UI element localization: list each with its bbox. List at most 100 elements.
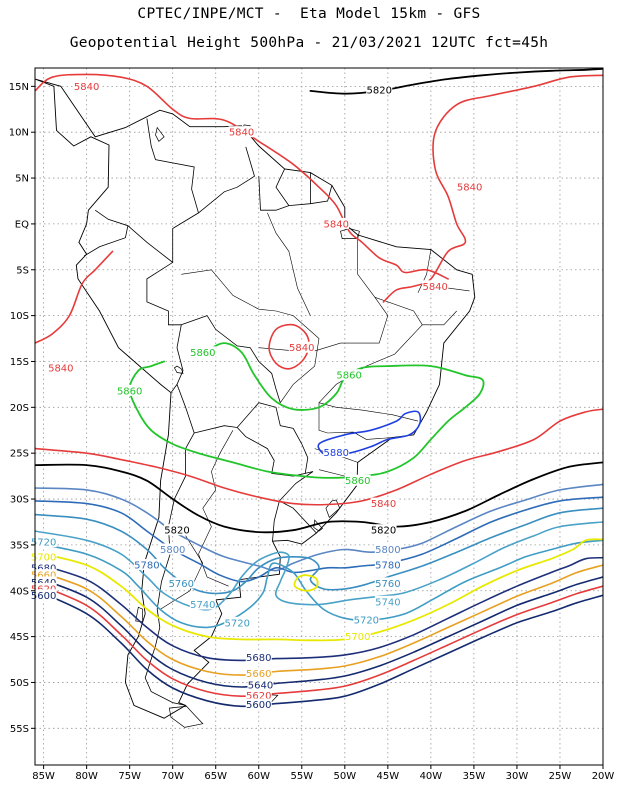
lon-tick-label: 70W (161, 771, 184, 782)
contour-5680 (35, 556, 603, 662)
lat-tick-label: 45S (10, 632, 29, 643)
contour-label-bg (30, 536, 57, 548)
lon-tick-label: 85W (32, 771, 55, 782)
state-border (181, 269, 320, 403)
contour-label-bg (374, 559, 401, 571)
contour-5780 (35, 496, 603, 583)
contour-label-bg (374, 577, 401, 589)
lon-tick-label: 25W (549, 771, 572, 782)
contour-label: 5760 (169, 579, 194, 590)
contour-label-bg (247, 679, 274, 691)
contour-label: 5640 (248, 681, 273, 692)
contour-label-bg (30, 561, 57, 573)
contour-label-bg (133, 559, 160, 571)
chart-title: CPTEC/INPE/MCT - Eta Model 15km - GFS (137, 6, 481, 22)
country-border (198, 146, 255, 214)
contour-label: 5840 (48, 363, 73, 374)
contour-label-bg (159, 543, 186, 555)
country-border (275, 168, 290, 206)
lat-tick-label: 10N (9, 128, 29, 139)
contour-label-bg (422, 280, 449, 292)
contour-5840 (35, 250, 114, 344)
chart-subtitle: Geopotential Height 500hPa - 21/03/2021 … (69, 35, 549, 51)
contour-label: 5840 (422, 282, 447, 293)
contour-label: 5840 (457, 183, 482, 194)
state-border (318, 324, 423, 422)
contour-label: 5700 (345, 632, 370, 643)
lat-tick-label: 15N (9, 82, 29, 93)
lat-tick-label: 55S (10, 724, 29, 735)
contour-label-bg (30, 582, 57, 594)
contour-label-bg (344, 474, 371, 486)
state-border (267, 212, 311, 316)
contour-label-bg (224, 616, 251, 628)
lat-tick-label: EQ (15, 219, 29, 230)
contour-label: 5880 (323, 448, 348, 459)
state-border (448, 287, 470, 292)
island-outline (168, 705, 204, 728)
contour-label: 5840 (323, 219, 348, 230)
contour-label: 5740 (190, 600, 215, 611)
contour-label: 5780 (134, 561, 159, 572)
island-outline (340, 228, 360, 239)
country-border (146, 118, 199, 263)
contour-label: 5820 (371, 526, 396, 537)
contour-label: 5780 (375, 561, 400, 572)
lake-outline (173, 365, 184, 374)
contour-label-bg (323, 217, 350, 229)
country-border (194, 402, 309, 477)
contour-5820 (309, 68, 603, 95)
contour-5660 (35, 564, 603, 676)
country-border (181, 315, 281, 403)
contour-label: 5600 (31, 591, 56, 602)
lat-tick-label: 20S (10, 403, 29, 414)
contour-label-bg (336, 369, 363, 381)
contour-5620 (35, 582, 603, 698)
lat-tick-label: 5S (16, 265, 29, 276)
country-border (272, 500, 280, 542)
contour-label-bg (116, 384, 143, 396)
contour-label: 5840 (74, 82, 99, 93)
contour-label-bg (168, 577, 195, 589)
country-border (144, 384, 195, 706)
political-boundaries (35, 78, 476, 728)
contour-label-bg (374, 543, 401, 555)
contour-5800 (35, 483, 603, 572)
contour-label-bg (30, 576, 57, 588)
state-border (417, 249, 432, 293)
contour-label-bg (374, 595, 401, 607)
axis-ticks: 15N10N5NEQ5S10S15S20S25S30S35S40S45S50S5… (9, 82, 615, 782)
contour-label-bg (228, 126, 255, 138)
lat-tick-label: 35S (10, 540, 29, 551)
contour-5720 (35, 539, 603, 629)
lon-tick-label: 20W (592, 771, 615, 782)
lat-tick-label: 30S (10, 495, 29, 506)
lon-tick-label: 35W (463, 771, 486, 782)
lon-tick-label: 60W (247, 771, 270, 782)
contour-5840 (268, 323, 310, 370)
contour-label: 5720 (225, 618, 250, 629)
contour-label: 5720 (31, 538, 56, 549)
lon-tick-label: 75W (118, 771, 141, 782)
contour-label-bg (245, 667, 272, 679)
lat-tick-label: 50S (10, 678, 29, 689)
contour-5700 (293, 574, 319, 592)
contour-label-bg (189, 598, 216, 610)
lake-outline (313, 519, 323, 532)
lon-tick-label: 55W (290, 771, 313, 782)
contour-label: 5840 (289, 343, 314, 354)
lake-outline (325, 499, 341, 519)
contour-label: 5820 (164, 526, 189, 537)
contour-label-bg (456, 181, 483, 193)
contour-label-bg (30, 569, 57, 581)
contour-label-bg (245, 698, 272, 710)
contour-label-bg (245, 689, 272, 701)
country-border (278, 471, 317, 534)
contour-label: 5840 (229, 128, 254, 139)
contour-label: 5760 (375, 579, 400, 590)
contour-label: 5740 (375, 597, 400, 608)
contour-label: 5800 (375, 545, 400, 556)
lon-tick-label: 30W (506, 771, 529, 782)
contour-5840 (35, 73, 449, 280)
